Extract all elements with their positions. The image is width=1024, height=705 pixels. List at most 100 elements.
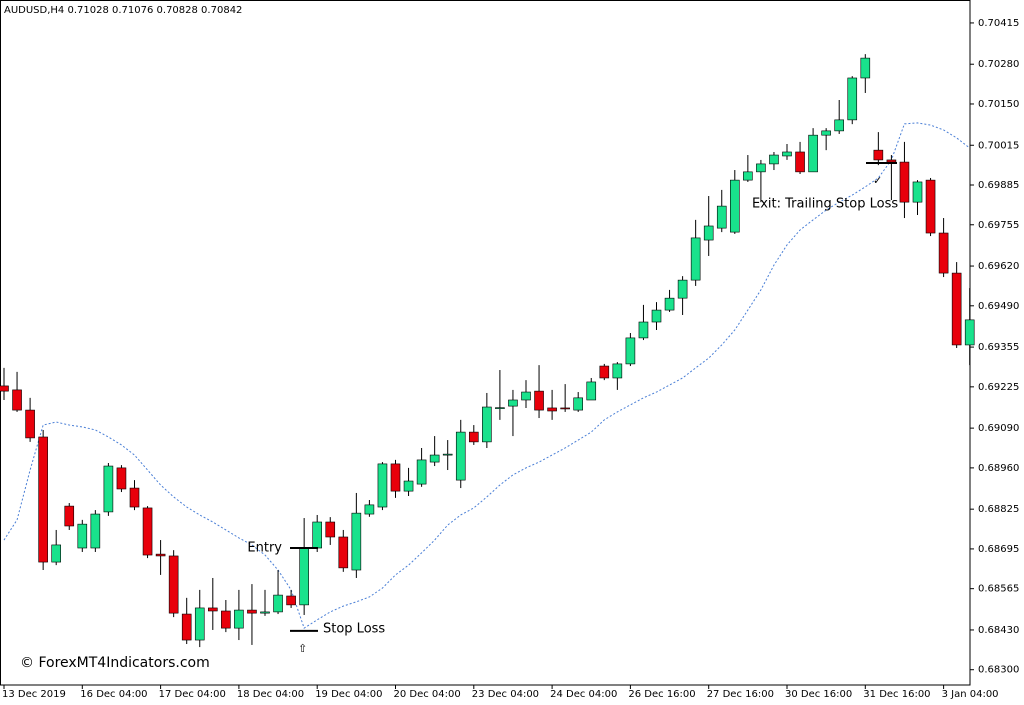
x-tick-label: 20 Dec 04:00 xyxy=(394,689,461,700)
candle-body xyxy=(821,130,831,136)
candle-body xyxy=(782,151,792,157)
candle-body xyxy=(299,547,309,606)
candle-body xyxy=(90,513,101,549)
candle-body xyxy=(899,161,910,203)
candle-body xyxy=(769,154,779,165)
candle-body xyxy=(77,523,88,549)
candle-body xyxy=(756,163,766,173)
candle-body xyxy=(103,465,114,513)
candle-body xyxy=(273,594,283,613)
candle-body xyxy=(677,279,688,299)
x-tick-label: 18 Dec 04:00 xyxy=(237,689,304,700)
candle-body xyxy=(951,272,962,346)
y-tick-label: 0.70150 xyxy=(978,99,1019,110)
x-tick-label: 13 Dec 2019 xyxy=(2,689,66,700)
annotation-label: Entry xyxy=(247,541,282,556)
candle-body xyxy=(495,407,505,409)
candle-body xyxy=(534,390,544,411)
candle-body xyxy=(364,504,375,515)
chart-title: AUDUSD,H4 0.71028 0.71076 0.70828 0.7084… xyxy=(4,5,242,16)
y-tick-label: 0.69885 xyxy=(978,180,1019,191)
candle-body xyxy=(25,409,35,439)
candle-body xyxy=(0,385,9,392)
watermark: © ForexMT4Indicators.com xyxy=(20,655,210,671)
candle-body xyxy=(351,512,362,571)
x-tick-label: 27 Dec 16:00 xyxy=(707,689,774,700)
annotation-label: Exit: Trailing Stop Loss xyxy=(752,196,898,211)
candle-body xyxy=(234,609,244,629)
x-tick-label: 30 Dec 16:00 xyxy=(785,689,852,700)
candle-body xyxy=(847,77,858,121)
y-tick-label: 0.69225 xyxy=(978,382,1019,393)
y-tick-label: 0.68960 xyxy=(978,463,1019,474)
candle-body xyxy=(129,487,140,508)
candle-body xyxy=(743,171,753,181)
candle-body xyxy=(64,505,75,527)
candle-body xyxy=(860,57,871,79)
candle-body xyxy=(12,389,22,411)
y-tick-label: 0.68695 xyxy=(978,544,1019,555)
y-tick-label: 0.69620 xyxy=(978,261,1019,272)
y-tick-label: 0.68565 xyxy=(978,584,1019,595)
candle-body xyxy=(208,607,218,612)
candle-body xyxy=(808,134,818,173)
y-tick-label: 0.68300 xyxy=(978,665,1019,676)
plot-frame xyxy=(0,0,971,686)
candle-body xyxy=(429,454,440,463)
candle-body xyxy=(181,613,192,641)
candle-body xyxy=(599,365,610,379)
candle-body xyxy=(390,463,401,492)
candle-body xyxy=(38,436,48,563)
candle-body xyxy=(116,467,127,490)
annotation-label: Stop Loss xyxy=(323,621,385,636)
check-icon: ✓ xyxy=(873,174,882,187)
candle-body xyxy=(638,321,649,339)
candle-body xyxy=(442,453,453,456)
y-tick-label: 0.69490 xyxy=(978,301,1019,312)
y-tick-label: 0.69755 xyxy=(978,220,1019,231)
candle-body xyxy=(586,381,597,401)
candle-body xyxy=(716,205,727,229)
candle-body xyxy=(912,181,923,203)
candle-body xyxy=(482,406,492,443)
candle-body xyxy=(834,119,845,132)
y-tick-label: 0.68825 xyxy=(978,504,1019,515)
candle-body xyxy=(377,463,388,508)
candle-body xyxy=(612,363,623,379)
candle-body xyxy=(573,397,584,411)
candle-body xyxy=(964,319,975,346)
candle-body xyxy=(325,521,336,538)
candle-body xyxy=(403,480,414,492)
candle-body xyxy=(560,407,570,410)
candle-body xyxy=(925,179,936,234)
candle-body xyxy=(651,309,662,323)
y-tick-label: 0.70280 xyxy=(978,59,1019,70)
candle-body xyxy=(468,431,479,443)
x-tick-label: 31 Dec 16:00 xyxy=(863,689,930,700)
x-tick-label: 3 Jan 04:00 xyxy=(942,689,999,700)
candle-body xyxy=(416,459,427,485)
candle-body xyxy=(142,507,153,556)
candle-body xyxy=(194,607,205,641)
y-tick-label: 0.70015 xyxy=(978,140,1019,151)
x-tick-label: 17 Dec 04:00 xyxy=(159,689,226,700)
candle-body xyxy=(886,159,897,163)
x-tick-label: 24 Dec 04:00 xyxy=(550,689,617,700)
x-tick-label: 23 Dec 04:00 xyxy=(472,689,539,700)
candle-body xyxy=(260,611,270,614)
candle-body xyxy=(729,179,740,233)
candle-body xyxy=(455,431,466,481)
candle-body xyxy=(938,232,949,274)
candle-body xyxy=(155,553,166,557)
arrow-icon: ⇧ xyxy=(298,642,307,655)
candle-body xyxy=(664,297,675,311)
candle-body xyxy=(703,225,714,241)
candle-body xyxy=(312,521,323,549)
candle-body xyxy=(690,237,701,281)
x-tick-label: 19 Dec 04:00 xyxy=(315,689,382,700)
candle-body xyxy=(286,595,296,606)
candle-body xyxy=(521,391,531,401)
y-tick-label: 0.69090 xyxy=(978,423,1019,434)
candle-body xyxy=(795,151,805,173)
